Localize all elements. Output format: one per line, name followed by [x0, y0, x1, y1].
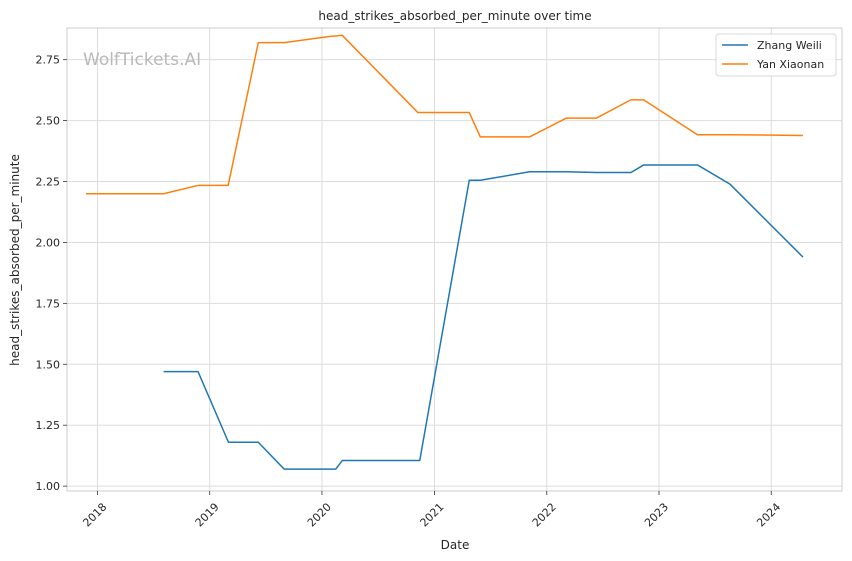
y-tick-label: 2.00 [36, 236, 61, 249]
y-tick-label: 1.00 [36, 480, 61, 493]
y-axis-title: head_strikes_absorbed_per_minute [8, 154, 22, 366]
watermark: WolfTickets.AI [83, 50, 201, 70]
series-line-zhang-weili [163, 164, 804, 470]
series-line-yan-xiaonan [86, 34, 803, 195]
y-tick-label: 1.25 [36, 419, 61, 432]
legend: Zhang Weili Yan Xiaonan [715, 33, 837, 77]
y-axis: 1.00 1.25 1.50 1.75 2.00 2.25 2.50 2.75 [36, 54, 67, 493]
grid [67, 28, 842, 491]
y-tick-label: 2.75 [36, 54, 61, 67]
plot-frame [66, 27, 843, 492]
plot-area [67, 28, 842, 491]
legend-label-zhang-weili: Zhang Weili [757, 39, 822, 52]
y-tick-label: 2.50 [36, 115, 61, 128]
chart-title: head_strikes_absorbed_per_minute over ti… [318, 9, 591, 23]
y-tick-label: 1.75 [36, 297, 61, 310]
y-tick-label: 1.50 [36, 358, 61, 371]
x-axis-title: Date [441, 538, 470, 552]
series-layer [86, 34, 804, 470]
y-tick-label: 2.25 [36, 176, 61, 189]
legend-label-yan-xiaonan: Yan Xiaonan [756, 58, 824, 71]
